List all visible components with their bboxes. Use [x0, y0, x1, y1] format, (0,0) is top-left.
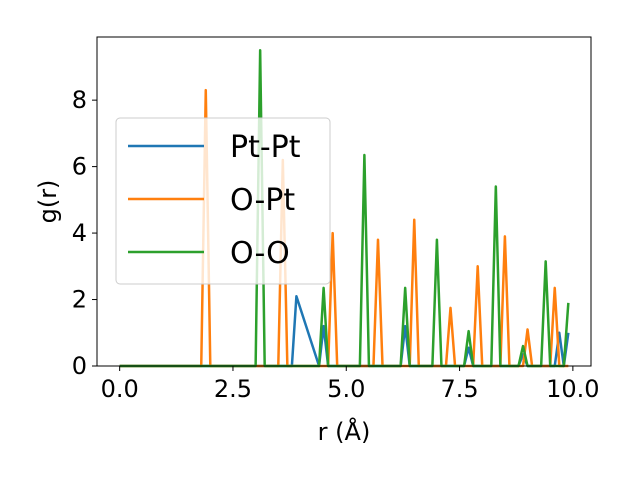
x-tick-label: 7.5 [440, 375, 478, 403]
y-tick-label: 8 [72, 86, 87, 114]
x-tick-label: 10.0 [546, 375, 599, 403]
legend-label-o-o: O-O [230, 236, 290, 271]
legend: Pt-Pt O-Pt O-O [115, 117, 331, 285]
y-tick-label: 2 [72, 286, 87, 314]
x-tick-label: 5.0 [327, 375, 365, 403]
y-tick-label: 6 [72, 153, 87, 181]
y-tick-label: 0 [72, 352, 87, 380]
x-tick-label: 0.0 [101, 375, 139, 403]
plot-area-frame [96, 36, 592, 367]
y-axis-label: g(r) [34, 180, 62, 224]
y-tick-label: 4 [72, 219, 87, 247]
x-tick-label: 2.5 [214, 375, 252, 403]
legend-label-pt-pt: Pt-Pt [230, 130, 301, 165]
x-axis-label: r (Å) [318, 417, 371, 446]
axis-ticks: 0.0 2.5 5.0 7.5 10.0 0 2 4 6 8 [72, 86, 600, 403]
legend-label-o-pt: O-Pt [230, 183, 295, 218]
legend-box [115, 117, 331, 285]
